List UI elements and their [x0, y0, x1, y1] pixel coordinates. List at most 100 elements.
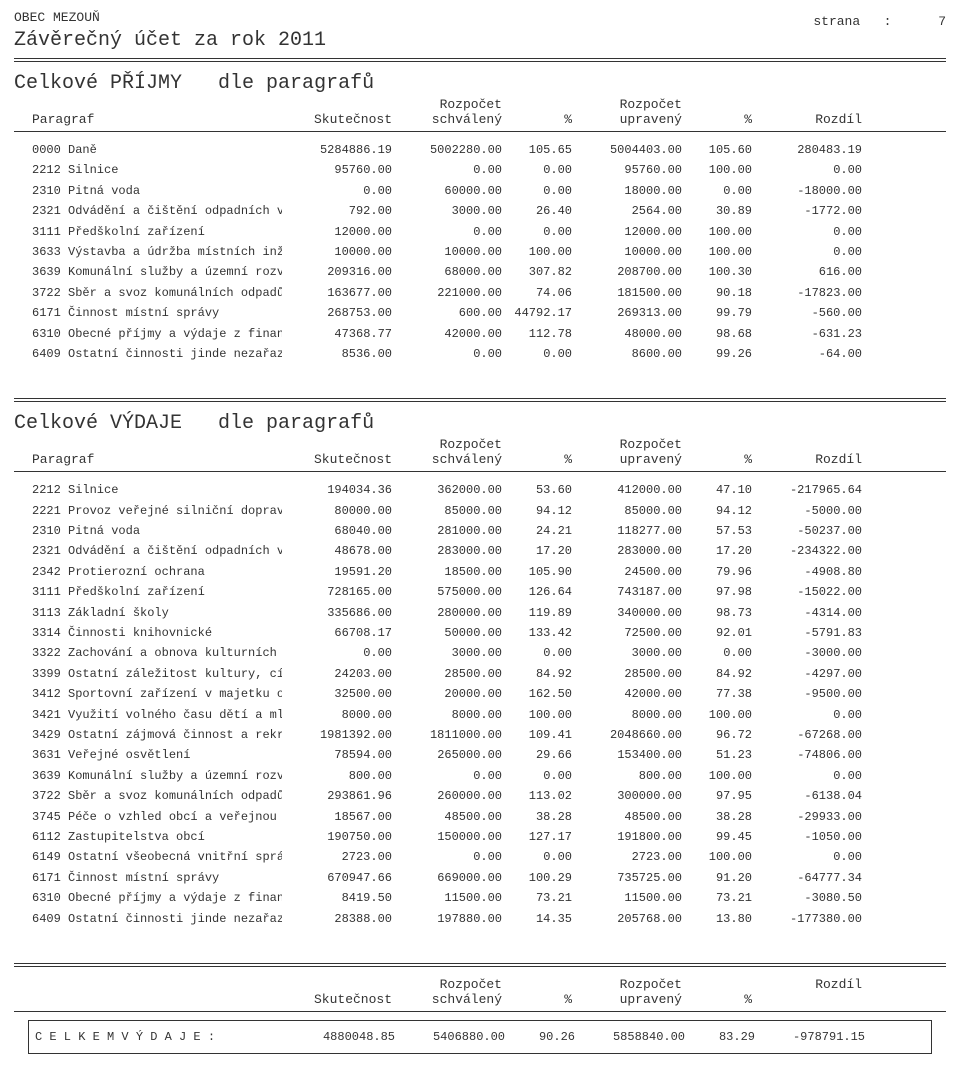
- col-skutecnost: Skutečnost: [282, 452, 392, 467]
- cell-rozdil: 616.00: [752, 262, 862, 282]
- cell-rozdil: -29933.00: [752, 807, 862, 827]
- cell-upraveny: 153400.00: [572, 745, 682, 765]
- table-row: 3631 Veřejné osvětlení78594.00265000.002…: [32, 745, 946, 765]
- cell-pct2: 0.00: [682, 643, 752, 663]
- cell-schvaleny: 0.00: [392, 344, 502, 364]
- cell-pct1: 44792.17: [502, 303, 572, 323]
- cell-pct2: 84.92: [682, 664, 752, 684]
- cell-pct2: 99.79: [682, 303, 752, 323]
- cell-pct1: 112.78: [502, 324, 572, 344]
- total-rozd: -978791.15: [755, 1027, 865, 1047]
- cell-upraveny: 2048660.00: [572, 725, 682, 745]
- cell-rozdil: -1050.00: [752, 827, 862, 847]
- cell-pct1: 0.00: [502, 344, 572, 364]
- cell-skutecnost: 32500.00: [282, 684, 392, 704]
- col-rozpocet-2: Rozpočet: [572, 437, 682, 452]
- cell-pct1: 105.90: [502, 562, 572, 582]
- table-row: 6112 Zastupitelstva obcí190750.00150000.…: [32, 827, 946, 847]
- cell-rozdil: -631.23: [752, 324, 862, 344]
- page: OBEC MEZOUŇ Závěrečný účet za rok 2011 s…: [0, 0, 960, 1074]
- cell-upraveny: 181500.00: [572, 283, 682, 303]
- cell-upraveny: 412000.00: [572, 480, 682, 500]
- cell-pct2: 99.45: [682, 827, 752, 847]
- table-row: 3633 Výstavba a údržba místních inž 10000…: [32, 242, 946, 262]
- table-row: 3639 Komunální služby a územní rozv20931…: [32, 262, 946, 282]
- cell-schvaleny: 42000.00: [392, 324, 502, 344]
- table-row: 2321 Odvádění a čištění odpadních v792.0…: [32, 201, 946, 221]
- col-skutecnost: Skutečnost: [282, 992, 392, 1007]
- cell-rozdil: -50237.00: [752, 521, 862, 541]
- cell-paragraf: 3722 Sběr a svoz komunálních odpadů: [32, 283, 282, 303]
- cell-upraveny: 283000.00: [572, 541, 682, 561]
- col-rozpocet-2: Rozpočet: [572, 97, 682, 112]
- cell-pct2: 77.38: [682, 684, 752, 704]
- cell-paragraf: 3421 Využití volného času dětí a ml: [32, 705, 282, 725]
- cell-rozdil: 0.00: [752, 242, 862, 262]
- cell-schvaleny: 85000.00: [392, 501, 502, 521]
- cell-skutecnost: 18567.00: [282, 807, 392, 827]
- table-row: 3639 Komunální služby a územní rozv800.0…: [32, 766, 946, 786]
- col-pct2: %: [682, 452, 752, 467]
- cell-pct2: 57.53: [682, 521, 752, 541]
- vydaje-header: Paragraf Skutečnost schválený % upravený…: [14, 452, 946, 467]
- cell-paragraf: 2342 Protierozní ochrana: [32, 562, 282, 582]
- cell-upraveny: 10000.00: [572, 242, 682, 262]
- cell-rozdil: -5791.83: [752, 623, 862, 643]
- cell-schvaleny: 265000.00: [392, 745, 502, 765]
- cell-pct2: 13.80: [682, 909, 752, 929]
- cell-skutecnost: 78594.00: [282, 745, 392, 765]
- cell-schvaleny: 0.00: [392, 160, 502, 180]
- cell-paragraf: 3633 Výstavba a údržba místních inž: [32, 242, 282, 262]
- cell-pct1: 307.82: [502, 262, 572, 282]
- col-schvaleny: schválený: [392, 452, 502, 467]
- cell-schvaleny: 60000.00: [392, 181, 502, 201]
- cell-schvaleny: 50000.00: [392, 623, 502, 643]
- cell-paragraf: 2310 Pitná voda: [32, 521, 282, 541]
- cell-skutecnost: 0.00: [282, 643, 392, 663]
- col-pct1: %: [502, 112, 572, 127]
- cell-pct1: 53.60: [502, 480, 572, 500]
- vydaje-heading: Celkové VÝDAJE dle paragrafů: [14, 412, 946, 435]
- prijmy-heading-a: Celkové PŘÍJMY: [14, 72, 182, 95]
- cell-upraveny: 24500.00: [572, 562, 682, 582]
- table-row: 3722 Sběr a svoz komunálních odpadů16367…: [32, 283, 946, 303]
- cell-rozdil: -560.00: [752, 303, 862, 323]
- cell-upraveny: 48000.00: [572, 324, 682, 344]
- cell-skutecnost: 670947.66: [282, 868, 392, 888]
- cell-upraveny: 48500.00: [572, 807, 682, 827]
- prijmy-heading-b: dle paragrafů: [218, 72, 374, 95]
- cell-schvaleny: 10000.00: [392, 242, 502, 262]
- cell-skutecnost: 8536.00: [282, 344, 392, 364]
- cell-upraveny: 2564.00: [572, 201, 682, 221]
- cell-pct1: 109.41: [502, 725, 572, 745]
- cell-skutecnost: 12000.00: [282, 222, 392, 242]
- total-pct2: 83.29: [685, 1027, 755, 1047]
- rule-single: [14, 131, 946, 132]
- cell-schvaleny: 11500.00: [392, 888, 502, 908]
- cell-pct2: 97.95: [682, 786, 752, 806]
- cell-pct2: 98.68: [682, 324, 752, 344]
- cell-skutecnost: 792.00: [282, 201, 392, 221]
- cell-pct2: 100.00: [682, 222, 752, 242]
- cell-paragraf: 3399 Ostatní záležitost kultury, cí: [32, 664, 282, 684]
- cell-upraveny: 191800.00: [572, 827, 682, 847]
- cell-upraveny: 208700.00: [572, 262, 682, 282]
- table-row: 3113 Základní školy335686.00280000.00119…: [32, 603, 946, 623]
- cell-pct1: 105.65: [502, 140, 572, 160]
- cell-upraveny: 11500.00: [572, 888, 682, 908]
- vydaje-rows: 2212 Silnice194034.36362000.0053.6041200…: [14, 480, 946, 929]
- page-number: strana : 7: [813, 14, 946, 29]
- vydaje-heading-a: Celkové VÝDAJE: [14, 412, 182, 435]
- cell-skutecnost: 95760.00: [282, 160, 392, 180]
- cell-paragraf: 6171 Činnost místní správy: [32, 303, 282, 323]
- cell-rozdil: -15022.00: [752, 582, 862, 602]
- cell-pct2: 100.30: [682, 262, 752, 282]
- cell-rozdil: -234322.00: [752, 541, 862, 561]
- cell-paragraf: 3639 Komunální služby a územní rozv: [32, 262, 282, 282]
- cell-rozdil: -4297.00: [752, 664, 862, 684]
- table-row: 6171 Činnost místní správy670947.6666900…: [32, 868, 946, 888]
- cell-skutecnost: 66708.17: [282, 623, 392, 643]
- cell-pct1: 133.42: [502, 623, 572, 643]
- cell-paragraf: 3745 Péče o vzhled obcí a veřejnou: [32, 807, 282, 827]
- cell-upraveny: 8000.00: [572, 705, 682, 725]
